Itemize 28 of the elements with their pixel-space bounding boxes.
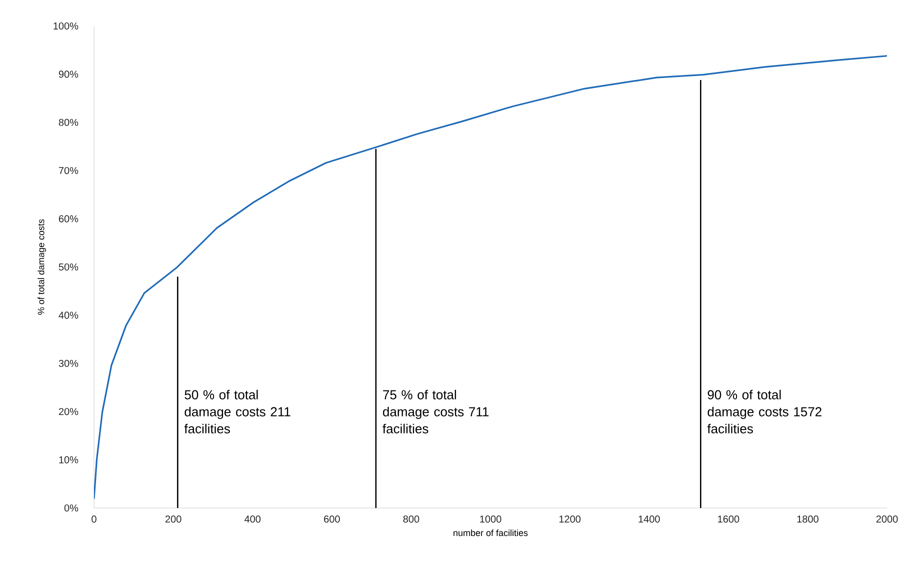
y-tick-label: 0% — [64, 504, 78, 512]
y-tick-label: 70% — [58, 167, 78, 174]
y-tick-label: 10% — [59, 456, 78, 464]
y-tick-label: 60% — [58, 215, 78, 222]
y-tick-label: 50% — [58, 263, 78, 271]
x-tick-label: 200 — [165, 516, 182, 523]
x-tick-label: 800 — [403, 516, 420, 523]
x-tick-label: 1000 — [480, 516, 502, 523]
x-tick-label: 400 — [244, 516, 261, 523]
x-axis-title: number of facilities — [454, 529, 528, 536]
x-tick-label: 2000 — [876, 516, 898, 523]
x-tick-label: 1400 — [638, 516, 660, 523]
y-tick-label: 90% — [58, 70, 78, 78]
y-tick-label: 100% — [54, 22, 78, 30]
y-tick-label: 20% — [58, 408, 78, 416]
annotation: 75 % of total damage costs 711 facilities — [382, 390, 489, 434]
y-tick-label: 30% — [58, 360, 78, 367]
x-tick-label: 1800 — [797, 516, 818, 523]
x-tick-label: 600 — [324, 516, 340, 523]
y-tick-label: 40% — [58, 312, 78, 319]
y-tick-label: 80% — [58, 118, 78, 126]
annotation: 50 % of total damage costs 211 facilities — [184, 390, 290, 434]
annotation: 90 % of total damage costs 1572 facilities — [707, 390, 822, 434]
x-tick-label: 1200 — [559, 516, 581, 523]
y-axis-title: % of total damage costs — [38, 219, 46, 315]
x-tick-label: 1600 — [718, 516, 740, 523]
line-series — [94, 55, 888, 500]
x-tick-label: 0 — [92, 516, 96, 523]
